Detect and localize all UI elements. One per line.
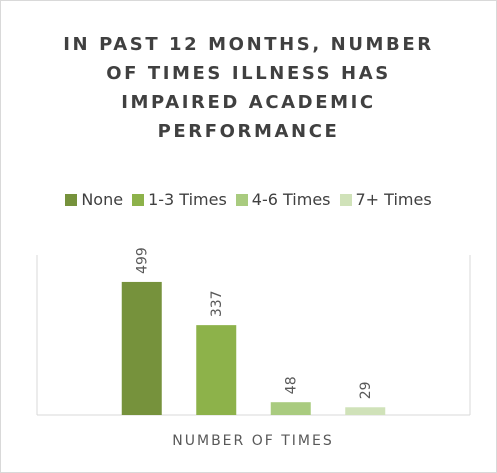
data-label: 499 [135, 247, 151, 274]
data-label: 48 [284, 376, 300, 394]
data-label: 29 [358, 381, 374, 399]
legend-swatch [132, 193, 145, 206]
legend-swatch [235, 193, 248, 206]
legend-label: 4-6 Times [251, 190, 331, 209]
bar [345, 407, 386, 415]
bar [121, 281, 162, 415]
legend: None 1-3 Times 4-6 Times 7+ Times [0, 190, 497, 209]
legend-item: 4-6 Times [235, 190, 331, 209]
legend-label: 1-3 Times [148, 190, 227, 209]
legend-item: 1-3 Times [132, 190, 227, 209]
legend-label: 7+ Times [355, 190, 432, 209]
legend-item: None [65, 190, 123, 209]
bar [196, 325, 237, 415]
chart-title: IN PAST 12 MONTHS, NUMBER OF TIMES ILLNE… [63, 34, 434, 142]
data-label: 337 [209, 290, 225, 317]
legend-swatch [65, 193, 78, 206]
legend-label: None [81, 190, 124, 209]
legend-swatch [339, 193, 352, 206]
bar [270, 402, 311, 415]
legend-item: 7+ Times [339, 190, 432, 209]
x-axis-title: NUMBER OF TIMES [172, 433, 333, 449]
